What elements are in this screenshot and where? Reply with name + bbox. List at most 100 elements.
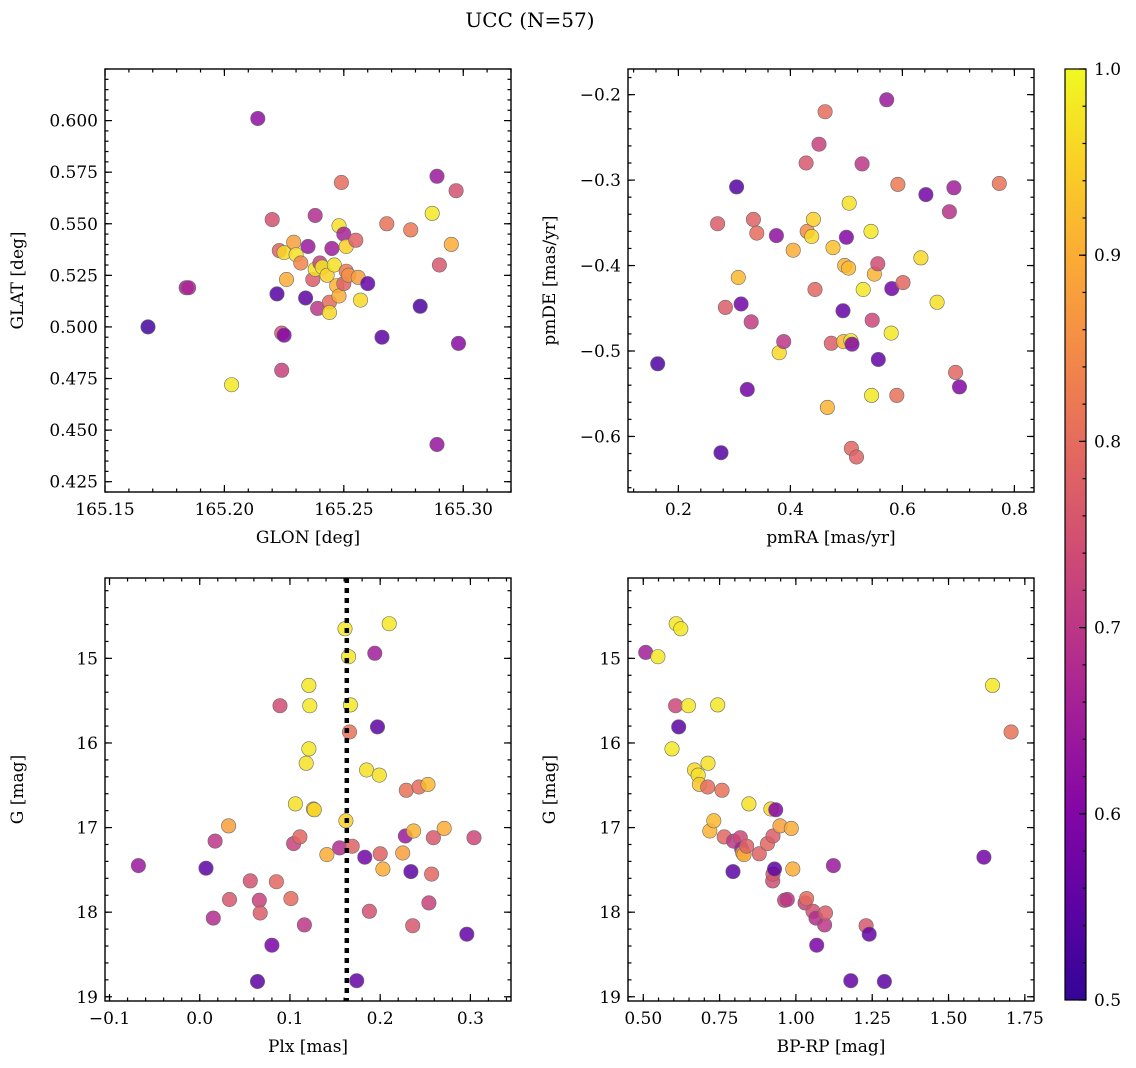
pmra-pmde-panel: 0.2 0.4 0.6 0.8 −0.6 −0.5 −0.4 −0.3 −0.2 pmRA [ma… [540, 68, 1035, 548]
data-point [222, 891, 238, 907]
x-tick-label: 0.8 [1001, 500, 1028, 520]
data-point [876, 973, 892, 989]
colorbar-tick-label: 0.8 [1094, 432, 1121, 452]
data-point [268, 874, 284, 890]
data-point [751, 846, 767, 862]
data-point [739, 838, 755, 854]
data-point [785, 861, 801, 877]
data-point [913, 250, 929, 266]
colorbar: 0.5 0.6 0.7 0.8 0.9 1.0 [1064, 60, 1121, 1011]
y-tick-label: 0.525 [49, 266, 98, 286]
data-point [298, 755, 314, 771]
data-point [324, 241, 340, 257]
data-point [130, 858, 146, 874]
data-point [700, 779, 716, 795]
data-point [870, 256, 886, 272]
data-point [429, 168, 445, 184]
data-point [825, 240, 841, 256]
data-point [436, 820, 452, 836]
data-point [879, 92, 895, 108]
data-point [381, 616, 397, 632]
data-point [300, 239, 316, 255]
y-tick-label: −0.2 [580, 86, 621, 106]
data-point [424, 205, 440, 221]
data-point [379, 216, 395, 232]
data-point [301, 677, 317, 693]
y-axis-label: G [mag] [8, 755, 28, 824]
y-tick-label: 0.450 [49, 421, 98, 441]
y-tick-label: −0.4 [580, 257, 621, 277]
data-point [302, 698, 318, 714]
x-tick-label: 0.2 [367, 1009, 394, 1029]
data-point [296, 917, 312, 933]
data-point [369, 719, 385, 735]
data-point [733, 296, 749, 312]
data-point [776, 334, 792, 350]
x-tick-label: 1.50 [930, 1009, 968, 1029]
x-tick-label: 0.1 [276, 1009, 303, 1029]
colorbar-tick-label: 0.7 [1094, 619, 1121, 639]
x-axis-label: pmRA [mas/yr] [766, 528, 895, 548]
data-point [425, 830, 441, 846]
data-point [198, 860, 214, 876]
data-point [287, 796, 303, 812]
data-point [889, 387, 905, 403]
data-point [371, 767, 387, 783]
x-tick-label: 165.20 [195, 500, 254, 520]
data-point [745, 211, 761, 227]
data-point [729, 179, 745, 195]
data-point [766, 861, 782, 877]
data-point [359, 762, 375, 778]
data-point [984, 677, 1000, 693]
data-point [883, 325, 899, 341]
data-point [783, 820, 799, 836]
colorbar-tick-label: 1.0 [1094, 60, 1121, 80]
colorbar-tick-label: 0.5 [1094, 991, 1121, 1011]
data-point [348, 232, 364, 248]
data-point [443, 236, 459, 252]
data-point [817, 104, 833, 120]
data-point [825, 858, 841, 874]
data-point [650, 356, 666, 372]
glon-glat-panel: 165.15 165.20 165.25 165.30 0.425 0.450 0.475 0… [8, 68, 512, 548]
y-tick-label: 15 [76, 649, 98, 669]
y-tick-label: 18 [599, 903, 621, 923]
data-point [224, 377, 240, 393]
data-point [804, 229, 820, 245]
x-tick-label: 0.6 [889, 500, 916, 520]
axes-frame [627, 68, 1035, 493]
data-point [673, 621, 689, 637]
data-point [274, 362, 290, 378]
x-tick-label: 165.15 [75, 500, 134, 520]
colorbar-tick-label: 0.6 [1094, 805, 1121, 825]
y-tick-label: 0.575 [49, 163, 98, 183]
data-point [395, 845, 411, 861]
data-point [181, 280, 197, 296]
x-tick-label: 0.3 [457, 1009, 484, 1029]
x-tick-label: 0.0 [186, 1009, 213, 1029]
data-point [292, 829, 308, 845]
data-point [361, 903, 377, 919]
data-point [250, 111, 266, 127]
data-point [841, 195, 857, 211]
data-point [710, 216, 726, 232]
colorbar-gradient [1064, 68, 1087, 1001]
data-point [739, 381, 755, 397]
data-point [207, 833, 223, 849]
data-point [333, 175, 349, 191]
data-point [372, 846, 388, 862]
data-point [251, 892, 267, 908]
data-point [743, 314, 759, 330]
data-point [918, 187, 934, 203]
data-point [838, 229, 854, 245]
data-point [307, 208, 323, 224]
data-point [278, 271, 294, 287]
axes-frame [627, 577, 1035, 1002]
data-point [848, 449, 864, 465]
data-point [768, 802, 784, 818]
y-tick-label: 18 [76, 903, 98, 923]
x-tick-label: 0.50 [624, 1009, 662, 1029]
data-point [650, 649, 666, 665]
data-point [799, 891, 815, 907]
data-point [242, 873, 258, 889]
